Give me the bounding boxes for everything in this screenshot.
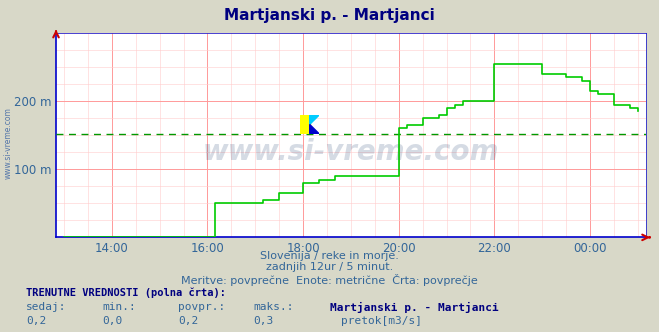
Text: maks.:: maks.: [254, 302, 294, 312]
Text: 0,2: 0,2 [26, 316, 47, 326]
Text: TRENUTNE VREDNOSTI (polna črta):: TRENUTNE VREDNOSTI (polna črta): [26, 287, 226, 298]
Text: povpr.:: povpr.: [178, 302, 225, 312]
Text: min.:: min.: [102, 302, 136, 312]
Text: Slovenija / reke in morje.: Slovenija / reke in morje. [260, 251, 399, 261]
Text: www.si-vreme.com: www.si-vreme.com [3, 107, 13, 179]
Text: www.si-vreme.com: www.si-vreme.com [203, 138, 499, 166]
Text: pretok[m3/s]: pretok[m3/s] [341, 316, 422, 326]
Text: 0,0: 0,0 [102, 316, 123, 326]
Polygon shape [310, 115, 319, 124]
Text: zadnjih 12ur / 5 minut.: zadnjih 12ur / 5 minut. [266, 262, 393, 272]
Text: sedaj:: sedaj: [26, 302, 67, 312]
Text: Meritve: povprečne  Enote: metrične  Črta: povprečje: Meritve: povprečne Enote: metrične Črta:… [181, 274, 478, 286]
Text: 0,3: 0,3 [254, 316, 274, 326]
Polygon shape [310, 124, 319, 133]
Text: 0,2: 0,2 [178, 316, 198, 326]
Polygon shape [301, 115, 310, 133]
Text: Martjanski p. - Martjanci: Martjanski p. - Martjanci [330, 302, 498, 313]
Text: Martjanski p. - Martjanci: Martjanski p. - Martjanci [224, 8, 435, 23]
